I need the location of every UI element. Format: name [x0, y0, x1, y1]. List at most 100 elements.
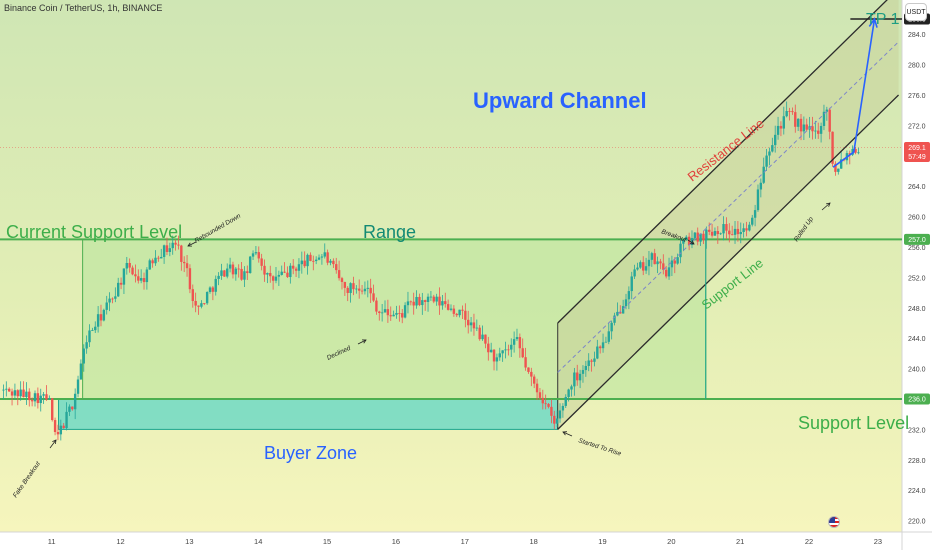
- candle-body: [349, 283, 352, 293]
- candle-body: [369, 287, 372, 294]
- candle-body: [796, 118, 800, 127]
- candle-body: [435, 296, 438, 302]
- candle-body: [432, 296, 435, 302]
- candle-body: [160, 256, 163, 259]
- candle-body: [197, 305, 200, 307]
- candle-body: [421, 300, 424, 306]
- fake-breakout-arrow: [49, 439, 57, 449]
- candle-body: [848, 153, 851, 155]
- candle-body: [191, 289, 194, 301]
- candle-body: [248, 256, 252, 274]
- candle-body: [203, 303, 206, 305]
- candle-body: [814, 130, 817, 132]
- currency-button[interactable]: USDT: [905, 3, 927, 21]
- candle-body: [426, 296, 430, 302]
- candle-body: [148, 260, 151, 270]
- candle-body: [131, 267, 134, 275]
- candle-body: [771, 145, 774, 152]
- candle-body: [524, 357, 527, 368]
- candle-body: [7, 388, 11, 392]
- candle-body: [211, 287, 215, 292]
- candle-body: [231, 264, 235, 275]
- candle-body: [269, 273, 272, 277]
- candle-body: [455, 313, 458, 316]
- candle-body: [676, 257, 679, 264]
- y-tick-label: 284.0: [908, 32, 926, 39]
- candle-body: [102, 309, 106, 321]
- candle-body: [36, 393, 40, 404]
- candle-body: [596, 346, 599, 359]
- candle-body: [444, 301, 447, 305]
- rolled-up-arrow: [821, 202, 831, 211]
- started-to-rise-arrow: [562, 431, 573, 437]
- candle-body: [56, 432, 60, 435]
- current-support-label: Current Support Level: [6, 222, 182, 242]
- candle-body: [352, 283, 355, 290]
- candle-body: [157, 257, 160, 259]
- price-timer-text: 57:49: [908, 154, 926, 161]
- candle-body: [372, 293, 375, 301]
- candle-body: [705, 229, 708, 241]
- candle-body: [481, 334, 484, 340]
- candle-body: [730, 234, 734, 236]
- y-tick-label: 276.0: [908, 93, 926, 100]
- channel-mid-line: [557, 41, 899, 373]
- candle-body: [690, 238, 694, 245]
- candle-body: [412, 301, 415, 306]
- candle-body: [825, 109, 829, 112]
- candle-body: [283, 271, 286, 273]
- candle-body: [708, 229, 711, 232]
- declined-arrow-head: [361, 339, 367, 344]
- candle-body: [742, 228, 745, 232]
- candle-body: [228, 264, 232, 269]
- candle-body: [555, 418, 559, 424]
- candle-body: [208, 287, 212, 293]
- candle-body: [154, 257, 157, 264]
- candle-body: [819, 125, 823, 134]
- candle-body: [10, 391, 14, 396]
- candle-body: [337, 270, 341, 279]
- candle-body: [294, 268, 298, 271]
- x-tick-label: 18: [529, 537, 537, 546]
- candle-body: [73, 393, 77, 410]
- candle-body: [28, 391, 31, 401]
- candle-body: [205, 292, 209, 304]
- candles-group: [2, 101, 860, 441]
- candle-body: [375, 300, 378, 312]
- candle-body: [621, 306, 625, 314]
- candle-body: [174, 242, 177, 245]
- candle-body: [25, 391, 28, 398]
- candle-body: [13, 390, 17, 396]
- candle-body: [171, 242, 174, 249]
- candle-body: [240, 268, 243, 280]
- candle-body: [667, 267, 671, 277]
- candle-body: [168, 248, 172, 252]
- candle-body: [297, 264, 301, 271]
- x-tick-label: 22: [805, 537, 813, 546]
- candle-body: [776, 125, 780, 135]
- x-tick-label: 23: [874, 537, 882, 546]
- candle-body: [469, 322, 473, 326]
- candle-body: [286, 272, 289, 278]
- candle-body: [624, 299, 628, 307]
- candle-body: [79, 363, 83, 380]
- candle-body: [828, 109, 831, 132]
- candle-body: [662, 263, 665, 270]
- x-tick-label: 19: [598, 537, 606, 546]
- candle-body: [673, 260, 676, 264]
- candle-body: [564, 396, 567, 406]
- candle-body: [604, 341, 608, 343]
- candle-body: [214, 278, 217, 292]
- candle-body: [145, 269, 149, 283]
- candle-body: [619, 311, 622, 314]
- candle-body: [45, 394, 48, 400]
- candle-body: [329, 260, 332, 263]
- candle-body: [478, 327, 481, 340]
- candle-body: [108, 298, 111, 303]
- candle-body: [314, 259, 318, 262]
- x-tick-label: 14: [254, 537, 262, 546]
- tp-label: TP 1: [866, 11, 900, 28]
- buyer-zone: [58, 398, 559, 430]
- candle-body: [636, 267, 639, 270]
